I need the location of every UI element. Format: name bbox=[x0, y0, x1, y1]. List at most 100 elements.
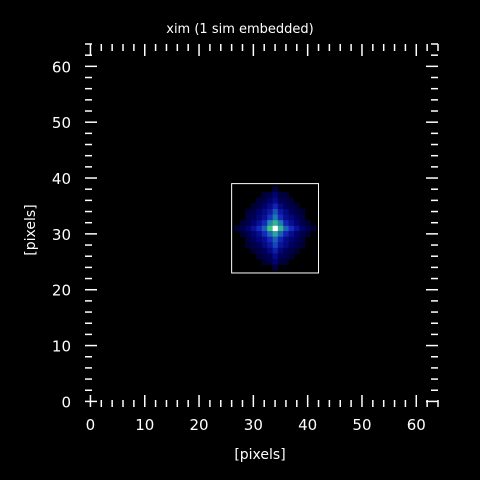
heatmap-cell bbox=[288, 247, 295, 254]
y-tick-label: 20 bbox=[52, 282, 71, 300]
heatmap-cell bbox=[283, 219, 289, 226]
y-tick-label: 40 bbox=[52, 170, 71, 188]
heatmap-cell bbox=[283, 225, 289, 232]
heatmap-cell bbox=[288, 219, 295, 226]
heatmap-cell bbox=[277, 231, 284, 237]
heatmap-cell bbox=[277, 242, 284, 249]
heatmap-cells bbox=[234, 186, 317, 271]
heatmap-cell bbox=[266, 214, 273, 221]
heatmap-cell bbox=[310, 225, 317, 232]
y-tick-label: 0 bbox=[61, 393, 71, 411]
heatmap-cell bbox=[272, 264, 279, 271]
heatmap-cell bbox=[294, 225, 300, 232]
heatmap-cell bbox=[294, 208, 300, 215]
y-tick-label: 10 bbox=[52, 338, 71, 356]
heatmap-cell bbox=[250, 247, 257, 254]
heatmap-cell bbox=[245, 242, 251, 249]
heatmap-cell bbox=[288, 236, 295, 243]
heatmap-cell bbox=[234, 225, 241, 232]
heatmap-cell bbox=[261, 259, 268, 265]
heatmap-cell bbox=[294, 231, 300, 237]
heatmap-cell bbox=[288, 203, 295, 210]
heatmap-cell bbox=[245, 208, 251, 215]
heatmap-cell bbox=[245, 231, 251, 237]
heatmap-cell bbox=[277, 253, 284, 260]
heatmap-cell bbox=[288, 242, 295, 249]
heatmap-cell bbox=[283, 214, 289, 221]
heatmap-cell bbox=[288, 197, 295, 204]
y-tick-label: 30 bbox=[52, 226, 71, 244]
heatmap-cell bbox=[266, 259, 273, 265]
heatmap-cell bbox=[283, 231, 289, 237]
heatmap-cell bbox=[266, 242, 273, 249]
heatmap-cell bbox=[250, 231, 257, 237]
heatmap-cell bbox=[283, 236, 289, 243]
heatmap-cell bbox=[256, 197, 262, 204]
heatmap-cell bbox=[288, 225, 295, 232]
heatmap-cell bbox=[245, 225, 251, 232]
heatmap-cell bbox=[277, 219, 284, 226]
heatmap-cell bbox=[272, 203, 279, 210]
heatmap-cell bbox=[256, 225, 262, 232]
y-tick-label: 50 bbox=[52, 114, 71, 132]
heatmap-cell bbox=[266, 253, 273, 260]
heatmap-cell bbox=[272, 219, 279, 226]
heatmap-cell bbox=[256, 236, 262, 243]
heatmap-cell bbox=[261, 214, 268, 221]
source-region-box bbox=[231, 183, 320, 274]
x-tick-label: 20 bbox=[189, 416, 208, 434]
heatmap-cell bbox=[256, 214, 262, 221]
heatmap-cell bbox=[283, 203, 289, 210]
heatmap-cell bbox=[250, 208, 257, 215]
heatmap-cell bbox=[277, 225, 284, 232]
heatmap-cell bbox=[245, 236, 251, 243]
heatmap-cell bbox=[277, 236, 284, 243]
heatmap-cell bbox=[272, 191, 279, 198]
heatmap-cell bbox=[266, 208, 273, 215]
heatmap-cell bbox=[288, 231, 295, 237]
heatmap-cell bbox=[272, 231, 279, 237]
heatmap-cell bbox=[272, 236, 279, 243]
heatmap-cell bbox=[256, 219, 262, 226]
heatmap-cell bbox=[272, 225, 279, 232]
heatmap-cell bbox=[256, 203, 262, 210]
heatmap-cell bbox=[272, 208, 279, 215]
heatmap-cell bbox=[294, 214, 300, 221]
heatmap-cell bbox=[266, 231, 273, 237]
heatmap-cell bbox=[294, 236, 300, 243]
heatmap-cell bbox=[261, 197, 268, 204]
x-tick-label: 60 bbox=[407, 416, 426, 434]
heatmap-cell bbox=[266, 236, 273, 243]
heatmap-cell bbox=[256, 247, 262, 254]
heatmap-cell bbox=[299, 236, 306, 243]
heatmap-cell bbox=[272, 186, 279, 193]
heatmap-cell bbox=[261, 225, 268, 232]
heatmap-cell bbox=[283, 247, 289, 254]
heatmap-cell bbox=[250, 242, 257, 249]
heatmap-cell bbox=[266, 191, 273, 198]
heatmap-cell bbox=[256, 253, 262, 260]
heatmap-cell bbox=[272, 253, 279, 260]
heatmap-cell bbox=[299, 208, 306, 215]
heatmap-cell bbox=[277, 247, 284, 254]
heatmap-cell bbox=[277, 208, 284, 215]
heatmap-cell bbox=[299, 214, 306, 221]
heatmap-cell bbox=[266, 203, 273, 210]
y-axis-label: [pixels] bbox=[23, 204, 39, 256]
heatmap-cell bbox=[261, 203, 268, 210]
heatmap-cell bbox=[288, 214, 295, 221]
heatmap-cell bbox=[288, 253, 295, 260]
heatmap-cell bbox=[250, 214, 257, 221]
heatmap-cell bbox=[283, 253, 289, 260]
heatmap-cell bbox=[272, 242, 279, 249]
heatmap-cell bbox=[261, 253, 268, 260]
axis-ticks: 0 10 20 30 40 50 60 0 10 20 30 40 50 60 bbox=[52, 43, 439, 434]
heatmap-cell bbox=[272, 214, 279, 221]
chart-title: xim (1 sim embedded) bbox=[166, 22, 314, 37]
heatmap-cell bbox=[294, 219, 300, 226]
heatmap-cell bbox=[272, 259, 279, 265]
x-tick-label: 30 bbox=[244, 416, 263, 434]
heatmap-cell bbox=[261, 247, 268, 254]
heatmap-cell bbox=[283, 191, 289, 198]
